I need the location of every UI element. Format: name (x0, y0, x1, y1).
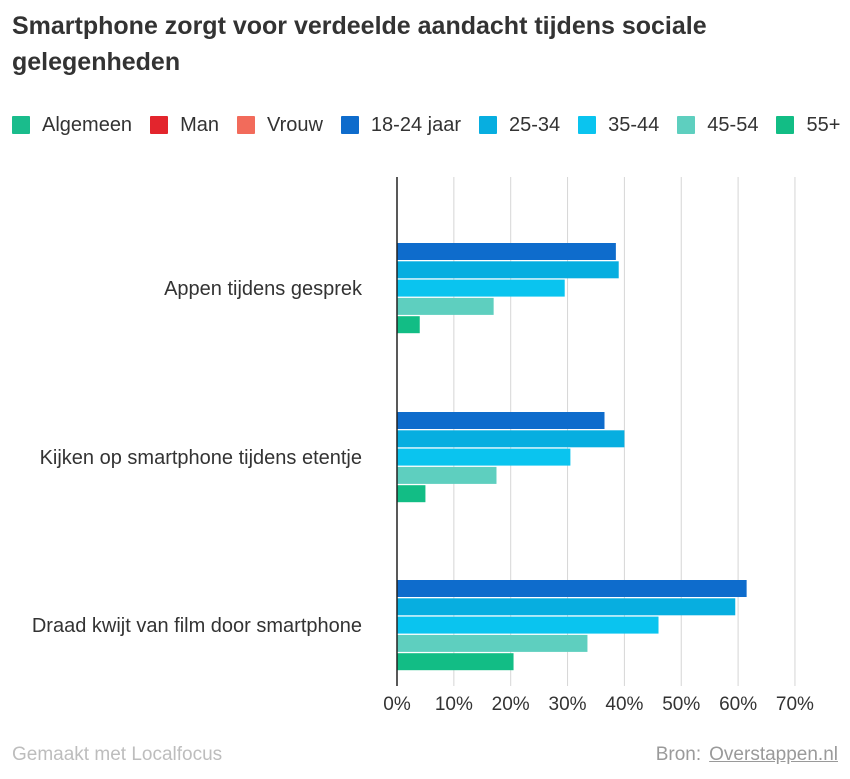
legend-swatch (776, 116, 795, 134)
legend: Algemeen Man Vrouw 18-24 jaar 25-34 35-44 45-5… (12, 112, 850, 138)
legend-item[interactable]: 18-24 jaar (340, 113, 461, 137)
bar (397, 580, 747, 597)
legend-swatch (150, 116, 169, 134)
legend-swatch (677, 116, 696, 134)
bar (397, 466, 497, 484)
legend-label: 18-24 jaar (370, 113, 461, 136)
x-tick-label: 70% (776, 694, 814, 715)
legend-item[interactable]: Algemeen (12, 114, 132, 137)
bar (397, 616, 659, 634)
legend-item[interactable]: 25-34 (478, 113, 561, 137)
legend-swatch (578, 116, 597, 134)
category-label: Appen tijdens gesprek (164, 278, 363, 300)
legend-label: Algemeen (42, 113, 133, 136)
bar (397, 430, 625, 448)
x-tick-label: 10% (435, 694, 473, 715)
bar (397, 243, 616, 260)
legend-swatch (478, 116, 497, 134)
credit-text: Gemaakt met Localfocus (12, 744, 223, 765)
legend-label: 45-54 (707, 113, 759, 136)
x-tick-label: 20% (492, 694, 530, 715)
legend-label: Man (180, 113, 219, 136)
x-tick-label: 0% (383, 694, 411, 715)
chart-title: Smartphone zorgt voor verdeelde aandacht… (12, 12, 707, 76)
legend-label: 35-44 (608, 113, 660, 136)
legend-item[interactable]: Vrouw (236, 113, 323, 137)
source: Bron: Overstappen.nl (656, 744, 838, 766)
bar (397, 279, 565, 297)
bar (397, 485, 426, 503)
legend-swatch (340, 116, 359, 134)
legend-label: 25-34 (508, 113, 561, 136)
legend-label: Vrouw (266, 113, 323, 136)
bar (397, 412, 605, 429)
x-tick-label: 50% (662, 694, 700, 715)
legend-item[interactable]: 45-54 (677, 114, 758, 137)
x-tick-label: 40% (605, 694, 643, 715)
legend-item[interactable]: Man (150, 114, 219, 137)
x-tick-label: 60% (719, 694, 757, 715)
legend-swatch (12, 116, 30, 134)
category-label: Kijken op smartphone tijdens etentje (40, 447, 362, 469)
bar (397, 261, 619, 279)
legend-item[interactable]: 55+ (776, 114, 840, 137)
source-link[interactable]: Overstappen.nl (709, 744, 838, 765)
category-label: Draad kwijt van film door smartphone (32, 615, 362, 637)
legend-swatch (236, 116, 255, 134)
bar (397, 297, 494, 315)
legend-item[interactable]: 35-44 (578, 114, 659, 137)
bar (397, 634, 588, 652)
source-label: Bron: (655, 744, 702, 765)
legend-label: 55+ (806, 113, 841, 136)
x-tick-label: 30% (549, 694, 587, 715)
bar (397, 598, 736, 616)
bar (397, 448, 571, 466)
bar (397, 316, 420, 334)
bar (397, 653, 514, 671)
